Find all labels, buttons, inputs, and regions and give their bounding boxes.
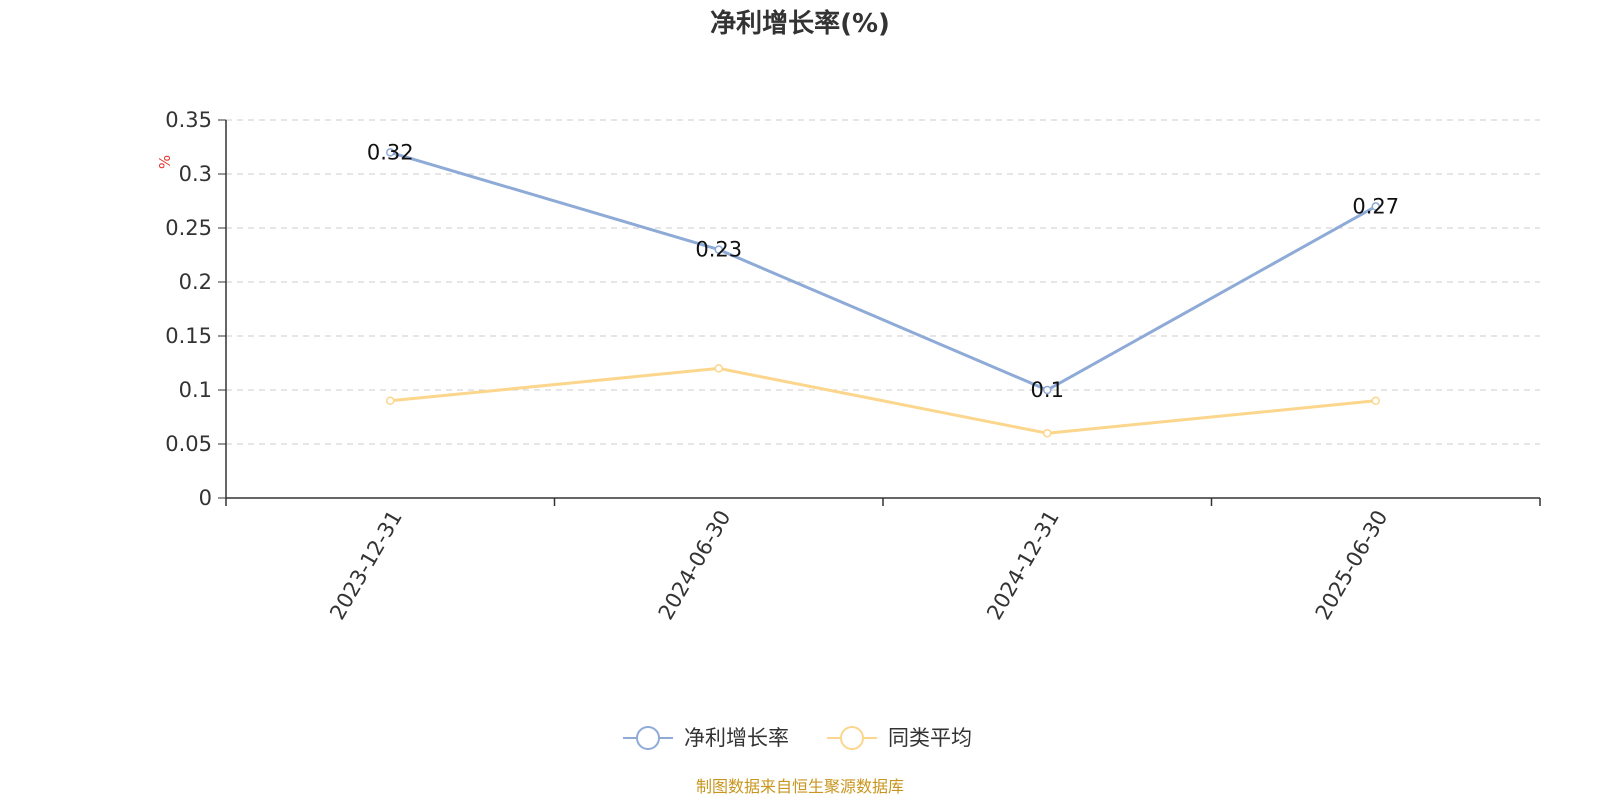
series-point-0[interactable]: [1371, 202, 1380, 211]
legend-item-net-profit-growth[interactable]: 净利增长率: [623, 726, 789, 750]
axes: 0 0.05 0.1 0.15 0.2 0.25 0.3 0.35 2023-12-31 2024…: [165, 108, 1541, 624]
series-point-0[interactable]: [1043, 385, 1052, 395]
legend-label-peer-average: 同类平均: [888, 726, 972, 750]
x-tick-label: 2024-06-30: [654, 506, 736, 624]
data-label: 0.32: [367, 140, 414, 164]
data-labels: 0.32 0.23 0.1 0.27: [367, 140, 1399, 402]
y-tick-label: 0.1: [179, 378, 212, 402]
data-label: 0.23: [695, 238, 742, 262]
series-point-1[interactable]: [1043, 428, 1052, 438]
legend-label-net-profit-growth: 净利增长率: [684, 726, 789, 750]
y-axis-unit: %: [156, 155, 174, 169]
x-tick-label: 2024-12-31: [982, 506, 1064, 624]
y-tick-label: 0.05: [165, 432, 212, 456]
grid-lines: [226, 119, 1540, 445]
y-tick-label: 0.35: [165, 108, 212, 132]
series-point-1[interactable]: [714, 364, 723, 373]
series-layer: [386, 148, 1380, 438]
legend-item-peer-average[interactable]: 同类平均: [827, 726, 972, 750]
chart-title: 净利增长率(%): [710, 8, 890, 39]
y-tick-label: 0: [199, 486, 212, 510]
y-tick-label: 0.15: [165, 324, 212, 348]
legend-marker-peer-average: [840, 726, 864, 750]
series-point-1[interactable]: [386, 396, 395, 406]
data-label: 0.1: [1031, 378, 1064, 402]
legend-marker-net-profit-growth: [636, 726, 660, 750]
series-point-0[interactable]: [386, 148, 395, 157]
x-tick-label: 2023-12-31: [325, 506, 407, 624]
x-tick-label: 2025-06-30: [1311, 506, 1393, 624]
series-line-0: [388, 150, 1378, 392]
data-source-note: 制图数据来自恒生聚源数据库: [696, 777, 904, 796]
y-tick-label: 0.2: [179, 270, 212, 294]
y-tick-label: 0.25: [165, 216, 212, 240]
series-point-1[interactable]: [1371, 396, 1380, 406]
series-line-1: [388, 366, 1378, 435]
series-point-0[interactable]: [714, 245, 723, 254]
data-label: 0.27: [1352, 194, 1399, 218]
legend[interactable]: 净利增长率 同类平均: [623, 726, 972, 750]
y-tick-label: 0.3: [179, 162, 212, 186]
